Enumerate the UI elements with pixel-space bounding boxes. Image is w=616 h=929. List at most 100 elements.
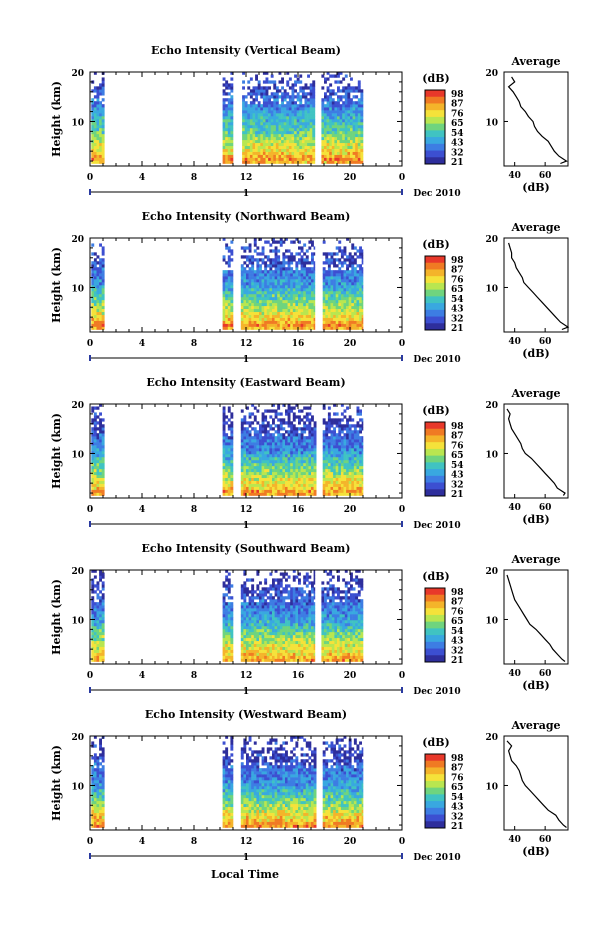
heatmap-cell (343, 323, 347, 327)
heatmap-cell (251, 311, 255, 315)
heatmap-cell (343, 424, 347, 428)
heatmap-cell (222, 415, 226, 419)
heatmap-cell (222, 279, 226, 283)
heatmap-cell (330, 430, 334, 434)
heatmap-cell (225, 619, 229, 624)
heatmap-cell (290, 433, 294, 437)
heatmap-cell (247, 92, 251, 96)
heatmap-cell (253, 625, 257, 630)
heatmap-cell (101, 252, 105, 256)
heatmap-cell (348, 474, 352, 479)
heatmap-cell (335, 436, 339, 440)
heatmap-cell (265, 104, 269, 108)
heatmap-cell (309, 142, 313, 147)
heatmap-cell (287, 406, 291, 410)
heatmap-cell (251, 646, 255, 650)
colorbar-swatch (425, 296, 445, 304)
heatmap-cell (307, 74, 310, 78)
heatmap-cell (322, 317, 326, 321)
heatmap-cell (266, 646, 270, 650)
heatmap-cell (299, 124, 303, 129)
heatmap-cell (227, 442, 231, 446)
heatmap-cell (307, 157, 310, 161)
heatmap-cell (359, 462, 362, 467)
heatmap-cell (322, 483, 326, 487)
heatmap-cell (308, 299, 312, 304)
heatmap-cell (251, 296, 255, 301)
heatmap-cell (279, 486, 283, 490)
heatmap-cell (255, 154, 258, 158)
heatmap-cell (308, 326, 312, 330)
heatmap-cell (261, 643, 265, 647)
heatmap-cell (346, 290, 349, 295)
heatmap-cell (305, 323, 309, 327)
heatmap-cell (301, 133, 305, 138)
heatmap-cell (298, 442, 301, 446)
heatmap-cell (313, 285, 316, 289)
heatmap-cell (331, 151, 335, 155)
heatmap-cell (277, 311, 281, 315)
heatmap-cell (91, 465, 95, 470)
heatmap-cell (282, 442, 286, 446)
heatmap-cell (277, 430, 281, 434)
heatmap-cell (303, 489, 307, 493)
heatmap-cell (93, 424, 97, 428)
heatmap-cell (256, 267, 260, 271)
heatmap-cell (338, 326, 342, 330)
heatmap-cell (350, 121, 353, 126)
heatmap-cell (357, 113, 361, 117)
heatmap-cell (259, 649, 262, 653)
heatmap-cell (300, 320, 304, 324)
heatmap-cell (268, 95, 271, 99)
heatmap-cell (99, 273, 102, 277)
heatmap-cell (329, 157, 333, 161)
heatmap-cell (261, 293, 265, 298)
heatmap-cell (99, 427, 102, 431)
heatmap-cell (96, 86, 100, 90)
heatmap-cell (353, 477, 357, 481)
heatmap-cell (270, 160, 274, 164)
heatmap-cell (96, 406, 100, 410)
heatmap-cell (277, 492, 281, 496)
heatmap-cell (270, 136, 274, 141)
heatmap-cell (251, 453, 255, 458)
average-title: Average (510, 55, 560, 68)
heatmap-cell (248, 596, 252, 600)
heatmap-cell (298, 308, 301, 313)
heatmap-cell (355, 95, 359, 99)
heatmap-cell (311, 273, 314, 277)
heatmap-cell (261, 611, 265, 615)
heatmap-cell (291, 113, 295, 117)
heatmap-cell (261, 486, 265, 490)
heatmap-cell (99, 145, 102, 149)
heatmap-cell (300, 270, 304, 274)
heatmap-cell (91, 587, 95, 591)
heatmap-cell (343, 439, 347, 443)
heatmap-cell (322, 445, 326, 449)
heatmap-cell (322, 462, 326, 467)
heatmap-cell (259, 237, 262, 241)
heatmap-cell (225, 151, 229, 155)
heatmap-cell (334, 160, 338, 164)
heatmap-cell (93, 486, 97, 490)
heatmap-cell (287, 320, 291, 324)
heatmap-cell (342, 110, 346, 114)
heatmap-cell (279, 279, 283, 283)
heatmap-cell (279, 261, 283, 265)
heatmap-cell (96, 649, 100, 653)
heatmap-cell (348, 308, 352, 313)
heatmap-cell (311, 436, 314, 440)
heatmap-cell (261, 418, 265, 422)
heatmap-cell (243, 433, 247, 437)
heatmap-cell (260, 139, 264, 144)
heatmap-cell (259, 427, 262, 431)
heatmap-cell (227, 424, 231, 428)
heatmap-cell (283, 104, 287, 108)
heatmap-cell (353, 273, 357, 277)
x-tick-label: 4 (139, 505, 145, 515)
heatmap-cell (288, 121, 292, 126)
heatmap-cell (247, 160, 251, 164)
heatmap-cell (348, 483, 352, 487)
heatmap-cell (256, 646, 260, 650)
heatmap-cell (222, 130, 226, 135)
